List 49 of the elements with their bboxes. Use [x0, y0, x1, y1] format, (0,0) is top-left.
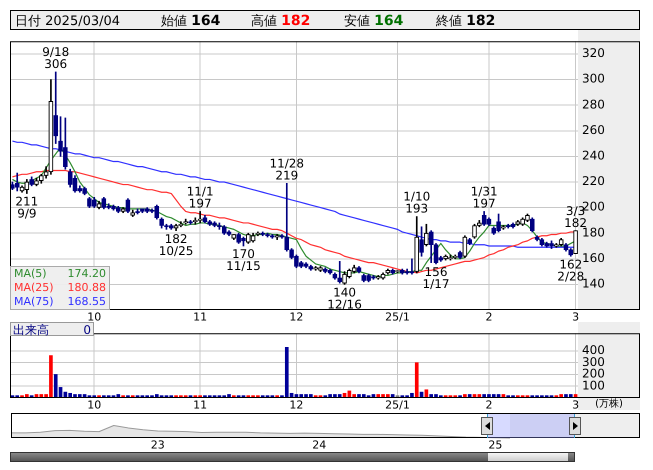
y-tick-label: 300	[582, 72, 605, 86]
x-tick-label: 10	[87, 398, 102, 412]
x-tick-label: 25	[488, 438, 502, 452]
text: MA(25) 180.88	[14, 281, 106, 294]
x-tick-label: 2	[485, 310, 492, 324]
text: 日付 2025/03/04	[15, 13, 120, 30]
x-tick-label: 24	[312, 438, 326, 452]
x-tick-label: 11	[193, 310, 208, 324]
x-tick-label: 10	[87, 310, 102, 324]
x-tick-label: 12	[289, 398, 304, 412]
y-tick-label: 300	[582, 354, 605, 369]
annotation: 182 10/25	[158, 232, 194, 258]
x-tick-label: 2	[485, 398, 492, 412]
y-tick-label: 320	[582, 46, 605, 60]
y-tick-label: 160	[582, 250, 605, 265]
text: 出来高 0	[13, 323, 91, 337]
annotation: 162 2/28	[557, 257, 584, 284]
y-tick-label: 200	[582, 366, 605, 381]
x-tick-label: 3	[572, 398, 580, 412]
annotation: 1/31 197	[470, 184, 498, 211]
text: MA(75) 168.55	[14, 295, 106, 308]
y-tick-label: 220	[582, 174, 605, 188]
x-tick-label: 11	[193, 398, 208, 412]
y-tick-label: 280	[582, 97, 605, 112]
x-tick-label: 3	[572, 310, 580, 324]
y-tick-label: 140	[582, 276, 605, 291]
x-tick-label: 25/1	[385, 310, 410, 324]
y-tick-label: 400	[582, 343, 605, 357]
text: 安値 164	[344, 12, 404, 30]
annotation: 211 9/9	[15, 194, 38, 221]
text: MA(5) 174.20	[14, 267, 106, 280]
x-tick-label: 12	[289, 310, 304, 324]
y-tick-label: 260	[582, 122, 605, 137]
annotation: 170 11/15	[226, 247, 261, 274]
text: 始値 164	[161, 12, 220, 30]
bar	[414, 362, 419, 398]
annotation: 156 1/17	[422, 265, 450, 292]
y-axis-title: (万株)	[595, 398, 623, 410]
annotation: 140 12/16	[327, 286, 362, 312]
annotation: 1/10 193	[403, 190, 430, 216]
text: 高値 182	[251, 12, 310, 30]
text: 終値 182	[436, 12, 496, 30]
y-tick-label: 100	[582, 378, 605, 392]
x-tick-label: 25/1	[385, 398, 410, 412]
x-tick-label: 23	[150, 438, 165, 452]
annotation: 11/28 219	[269, 156, 304, 182]
annotation: 11/1 197	[186, 184, 214, 211]
y-tick-label: 240	[582, 148, 605, 163]
annotation: 9/18 306	[42, 45, 70, 72]
